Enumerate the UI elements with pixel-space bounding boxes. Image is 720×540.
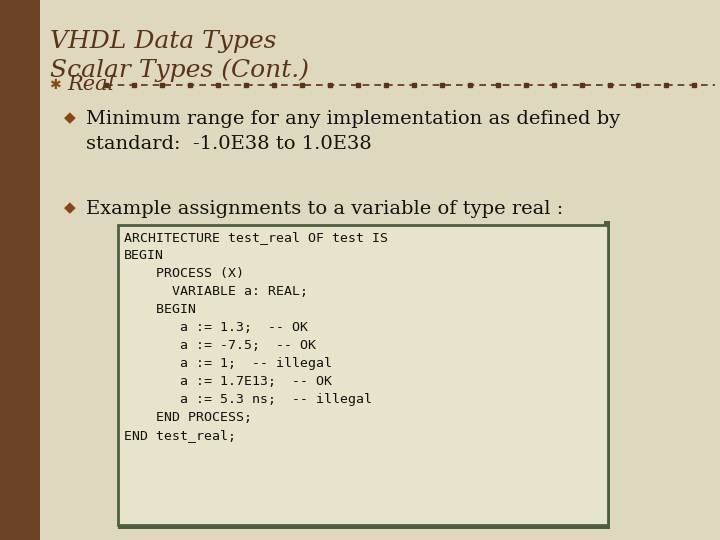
Bar <box>117 523 610 529</box>
Bar <box>603 221 610 525</box>
Text: VHDL Data Types: VHDL Data Types <box>50 30 276 53</box>
Text: Minimum range for any implementation as defined by
standard:  -1.0E38 to 1.0E38: Minimum range for any implementation as … <box>86 110 620 153</box>
Bar <box>0 0 40 540</box>
Text: Example assignments to a variable of type real :: Example assignments to a variable of typ… <box>86 200 563 218</box>
Bar <box>117 225 608 525</box>
Text: ARCHITECTURE test_real OF test IS
BEGIN
    PROCESS (X)
      VARIABLE a: REAL;
: ARCHITECTURE test_real OF test IS BEGIN … <box>124 231 387 442</box>
Text: ◆: ◆ <box>63 200 76 215</box>
Text: Scalar Types (Cont.): Scalar Types (Cont.) <box>50 58 309 82</box>
Text: ◆: ◆ <box>63 110 76 125</box>
Text: ✱: ✱ <box>50 78 61 92</box>
Text: Real: Real <box>68 76 115 94</box>
